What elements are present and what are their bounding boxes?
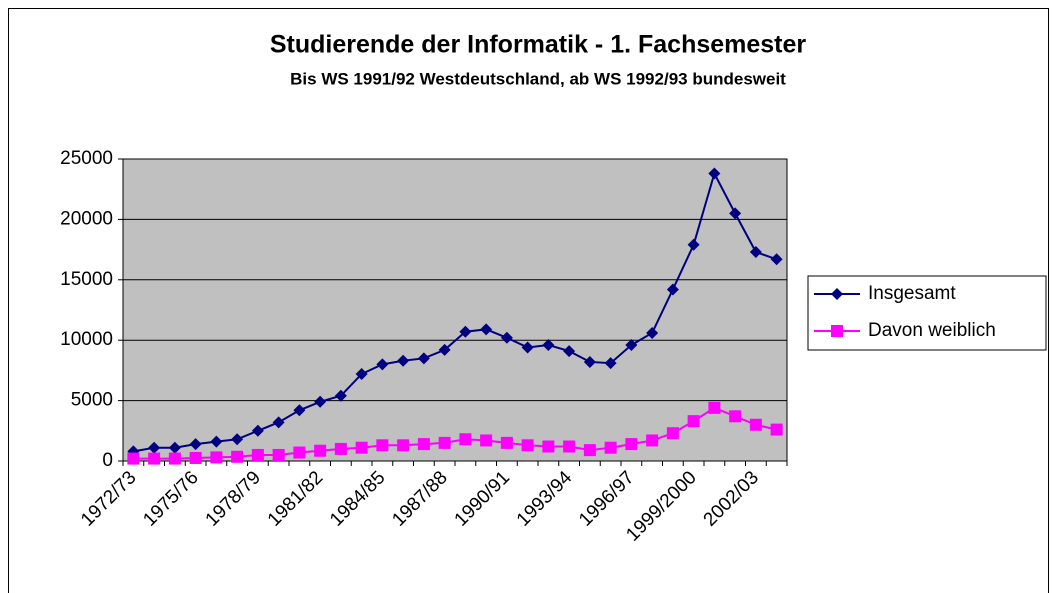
y-tick-label: 0 — [102, 450, 113, 471]
data-point — [542, 339, 555, 352]
data-point — [729, 410, 742, 423]
data-point — [459, 433, 472, 446]
y-tick-label: 10000 — [60, 329, 113, 350]
legend-label: Davon weiblich — [868, 320, 996, 341]
data-point — [583, 444, 596, 457]
data-point — [749, 246, 762, 259]
data-point — [770, 423, 783, 436]
data-point — [708, 401, 721, 414]
y-tick-label: 20000 — [60, 208, 113, 229]
data-point — [417, 352, 430, 365]
data-point — [148, 452, 161, 465]
data-point — [189, 451, 202, 464]
data-point — [604, 357, 617, 370]
chart-subtitle: Bis WS 1991/92 Westdeutschland, ab WS 19… — [290, 69, 786, 88]
data-point — [417, 438, 430, 451]
data-point — [500, 436, 513, 449]
data-point — [189, 438, 202, 451]
data-point — [210, 435, 223, 448]
data-point — [293, 446, 306, 459]
data-point — [272, 416, 285, 429]
data-point — [480, 434, 493, 447]
data-point — [729, 207, 742, 220]
data-point — [376, 439, 389, 452]
data-point — [314, 444, 327, 457]
data-point — [438, 436, 451, 449]
data-point — [293, 404, 306, 417]
data-point — [272, 448, 285, 461]
data-point — [770, 253, 783, 266]
data-point — [625, 438, 638, 451]
data-point — [666, 427, 679, 440]
data-point — [210, 451, 223, 464]
data-point — [542, 440, 555, 453]
legend-label: Insgesamt — [868, 283, 956, 304]
data-point — [148, 441, 161, 454]
data-point — [604, 441, 617, 454]
y-tick-label: 5000 — [71, 390, 113, 411]
data-point — [251, 424, 264, 437]
data-point — [314, 395, 327, 408]
data-point — [521, 341, 534, 354]
legend-marker — [831, 288, 843, 300]
data-point — [708, 167, 721, 180]
data-point — [666, 283, 679, 296]
data-point — [521, 439, 534, 452]
data-point — [583, 355, 596, 368]
y-tick-label: 15000 — [60, 269, 113, 290]
data-point — [480, 323, 493, 336]
data-point — [231, 450, 244, 463]
legend-marker — [831, 325, 843, 337]
data-point — [563, 440, 576, 453]
data-point — [168, 441, 181, 454]
data-point — [397, 354, 410, 367]
data-point — [646, 326, 659, 339]
legend — [807, 275, 1047, 351]
data-point — [231, 433, 244, 446]
data-point — [459, 325, 472, 338]
data-point — [168, 452, 181, 465]
data-point — [500, 331, 513, 344]
data-point — [438, 343, 451, 356]
data-point — [355, 368, 368, 381]
y-tick-label: 25000 — [60, 148, 113, 169]
data-point — [625, 339, 638, 352]
data-point — [127, 452, 140, 465]
data-point — [397, 439, 410, 452]
data-point — [687, 238, 700, 251]
data-point — [334, 389, 347, 402]
data-point — [749, 418, 762, 431]
data-point — [687, 415, 700, 428]
data-point — [646, 434, 659, 447]
data-point — [563, 345, 576, 358]
chart-title: Studierende der Informatik - 1. Fachseme… — [270, 31, 807, 59]
plot-area — [123, 159, 787, 461]
data-point — [251, 448, 264, 461]
data-point — [355, 441, 368, 454]
data-point — [334, 442, 347, 455]
data-point — [376, 358, 389, 371]
